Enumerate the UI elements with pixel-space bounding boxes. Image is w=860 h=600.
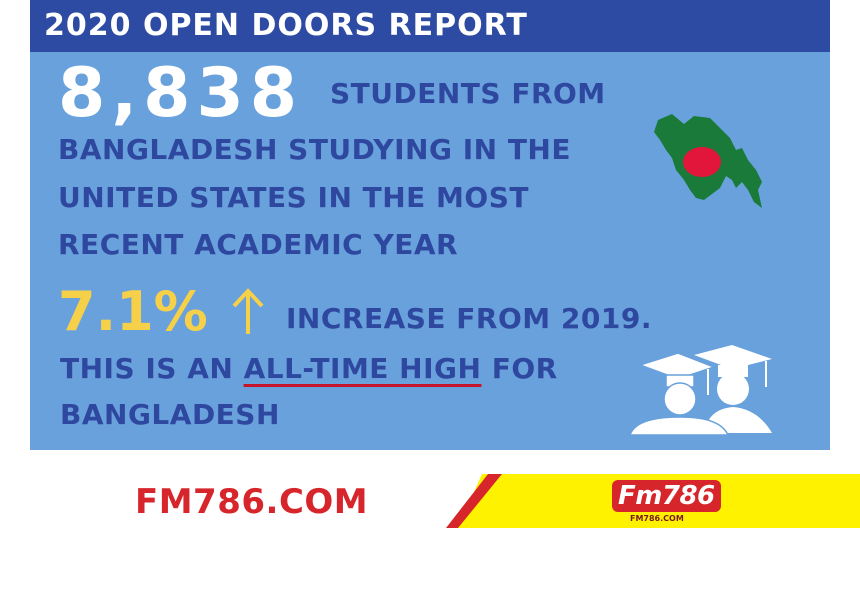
- graduates-icon: [629, 345, 772, 435]
- header-bar: 2020 OPEN DOORS REPORT: [30, 0, 830, 52]
- brand-logo: Fm786: [612, 480, 721, 512]
- report-title: 2020 OPEN DOORS REPORT: [44, 8, 528, 43]
- arrow-up-icon: [232, 288, 264, 334]
- line5-prefix: THIS IS AN: [60, 352, 244, 385]
- stat-line-6: BANGLADESH: [60, 398, 280, 431]
- increase-text: INCREASE FROM 2019.: [286, 302, 652, 335]
- stat-line-5: THIS IS AN ALL-TIME HIGH FOR: [60, 352, 558, 386]
- infographic-card: [30, 0, 830, 450]
- stat-line-4: RECENT ACADEMIC YEAR: [58, 228, 459, 261]
- all-time-high-text: ALL-TIME HIGH: [243, 352, 482, 385]
- stat-line-3: UNITED STATES IN THE MOST: [58, 181, 529, 214]
- site-name: FM786.COM: [135, 482, 369, 522]
- brand-logo-subtitle: FM786.COM: [630, 514, 684, 523]
- stat-line-2: BANGLADESH STUDYING IN THE: [58, 133, 571, 166]
- bangladesh-map-icon: [654, 114, 762, 208]
- increase-percent: 7.1%: [58, 280, 208, 343]
- stat-line-1: STUDENTS FROM: [330, 77, 606, 110]
- line5-suffix: FOR: [481, 352, 558, 385]
- students-count: 8,838: [58, 54, 304, 133]
